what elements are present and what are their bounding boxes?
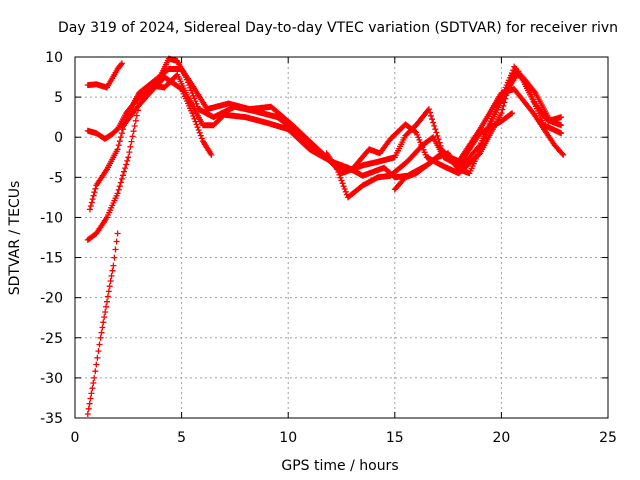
series-track-g <box>391 70 565 193</box>
series-markers <box>84 230 121 417</box>
y-tick-label: -5 <box>49 170 63 186</box>
series-track-e <box>118 74 215 158</box>
x-tick-label: 0 <box>71 430 80 446</box>
series-track-a <box>84 60 125 91</box>
y-tick-label: 10 <box>45 50 63 66</box>
x-axis-label: GPS time / hours <box>281 458 398 474</box>
x-tick-label: 20 <box>492 430 510 446</box>
y-tick-label: 5 <box>54 90 63 106</box>
series-markers <box>118 74 215 158</box>
series-track-h <box>84 230 121 417</box>
y-axis-label: SDTVAR / TECUs <box>7 181 23 296</box>
y-tick-label: -15 <box>40 251 63 267</box>
axes: 0 5 10 15 20 25 -35 -30 -25 -20 -15 -10 -5 0 5 10 <box>40 50 617 446</box>
y-tick-label: -25 <box>40 331 63 347</box>
y-tick-label: -30 <box>40 371 63 387</box>
y-tick-label: -20 <box>40 291 63 307</box>
series-markers <box>84 60 125 91</box>
plot-frame <box>74 56 609 419</box>
series-track-f <box>323 110 516 201</box>
y-tick-label: 0 <box>54 130 63 146</box>
chart-title: Day 319 of 2024, Sidereal Day-to-day VTE… <box>58 20 618 36</box>
plot-data <box>84 55 567 417</box>
y-tick-label: -35 <box>40 411 63 427</box>
y-tick-label: -10 <box>40 210 63 226</box>
x-tick-label: 25 <box>599 430 617 446</box>
x-tick-label: 10 <box>279 430 297 446</box>
series-markers <box>391 70 565 193</box>
x-tick-label: 15 <box>386 430 404 446</box>
series-markers <box>323 110 516 201</box>
x-tick-label: 5 <box>177 430 186 446</box>
